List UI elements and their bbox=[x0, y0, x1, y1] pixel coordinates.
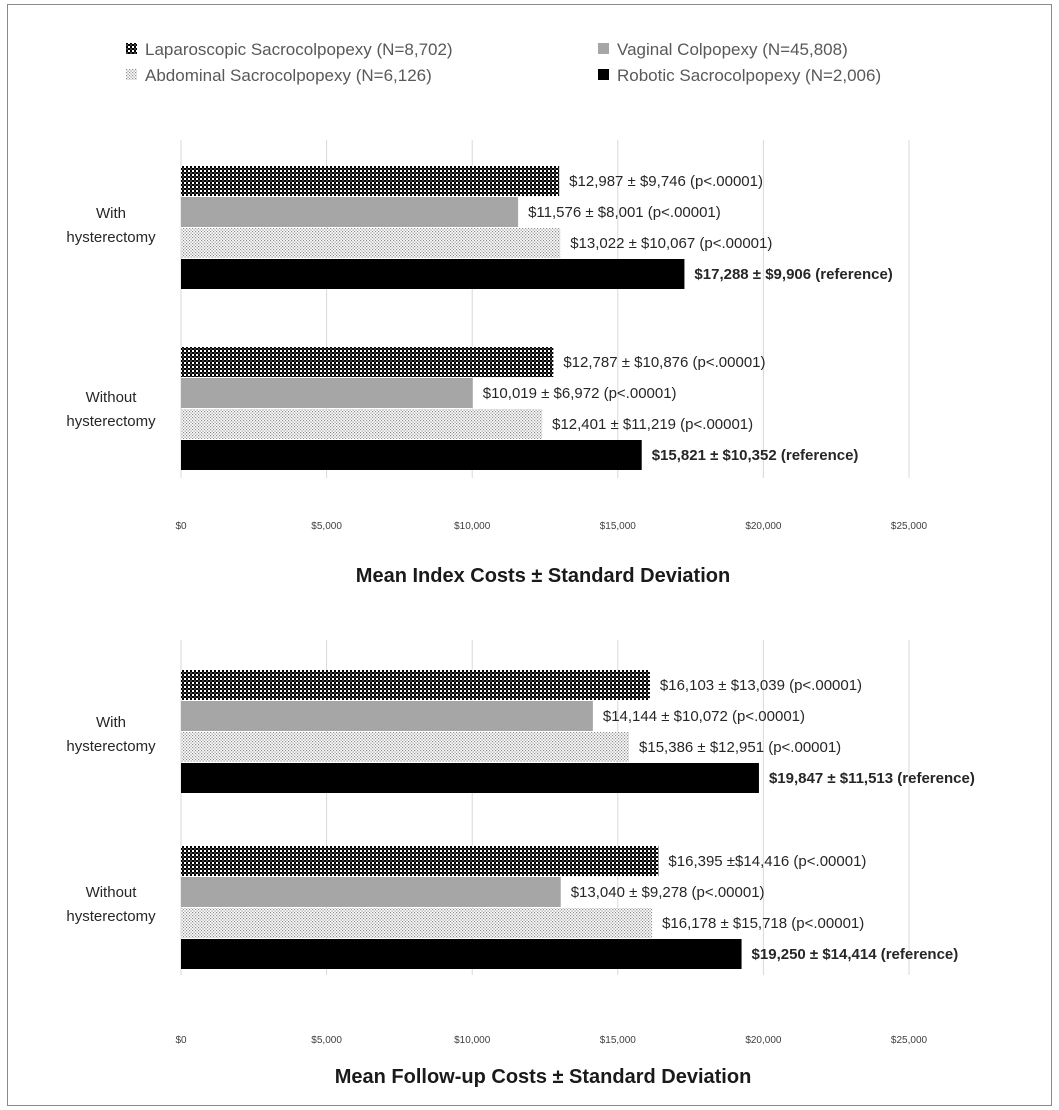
legend: Laparoscopic Sacrocolpopexy (N=8,702) Va… bbox=[126, 40, 881, 85]
index-data-label-vaginal-1: $10,019 ± $6,972 (p<.00001) bbox=[483, 385, 677, 402]
index-tick-label-0: $0 bbox=[175, 521, 187, 532]
index-data-label-laparoscopic-0: $12,987 ± $9,746 (p<.00001) bbox=[569, 173, 763, 190]
index-tick-label-1: $5,000 bbox=[311, 521, 342, 532]
legend-label-abdominal: Abdominal Sacrocolpopexy (N=6,126) bbox=[145, 66, 432, 85]
followup-chart-title: Mean Follow-up Costs ± Standard Deviatio… bbox=[335, 1066, 752, 1088]
followup-data-label-vaginal-1: $13,040 ± $9,278 (p<.00001) bbox=[571, 884, 765, 901]
followup-category-label-1-1: hysterectomy bbox=[66, 908, 156, 925]
legend-item-vaginal: Vaginal Colpopexy (N=45,808) bbox=[598, 40, 848, 59]
followup-data-label-abdominal-0: $15,386 ± $12,951 (p<.00001) bbox=[639, 739, 841, 756]
index-tick-label-3: $15,000 bbox=[600, 521, 637, 532]
followup-data-label-robotic-0: $19,847 ± $11,513 (reference) bbox=[769, 770, 975, 787]
legend-swatch-laparoscopic bbox=[126, 43, 137, 54]
followup-tick-label-0: $0 bbox=[175, 1035, 187, 1046]
legend-swatch-vaginal bbox=[598, 43, 609, 54]
index-category-label-1-1: hysterectomy bbox=[66, 413, 156, 430]
followup-bar-vaginal-0 bbox=[181, 701, 593, 731]
followup-data-label-vaginal-0: $14,144 ± $10,072 (p<.00001) bbox=[603, 708, 805, 725]
legend-label-robotic: Robotic Sacrocolpopexy (N=2,006) bbox=[617, 66, 881, 85]
index-bar-abdominal-0 bbox=[181, 228, 561, 258]
index-category-label-1-0: Without bbox=[86, 389, 138, 406]
index-tick-label-2: $10,000 bbox=[454, 521, 491, 532]
index-data-label-abdominal-0: $13,022 ± $10,067 (p<.00001) bbox=[570, 235, 772, 252]
followup-bar-robotic-1 bbox=[181, 939, 742, 969]
legend-item-abdominal: Abdominal Sacrocolpopexy (N=6,126) bbox=[126, 66, 432, 85]
followup-tick-label-1: $5,000 bbox=[311, 1035, 342, 1046]
followup-tick-label-3: $15,000 bbox=[600, 1035, 637, 1046]
followup-bar-laparoscopic-0 bbox=[181, 670, 650, 700]
index-data-label-abdominal-1: $12,401 ± $11,219 (p<.00001) bbox=[552, 416, 753, 433]
followup-tick-label-5: $25,000 bbox=[891, 1035, 928, 1046]
index-data-label-robotic-0: $17,288 ± $9,906 (reference) bbox=[694, 266, 892, 283]
index-tick-label-4: $20,000 bbox=[745, 521, 782, 532]
followup-tick-label-2: $10,000 bbox=[454, 1035, 491, 1046]
legend-label-vaginal: Vaginal Colpopexy (N=45,808) bbox=[617, 40, 848, 59]
followup-bar-abdominal-0 bbox=[181, 732, 630, 762]
followup-data-label-abdominal-1: $16,178 ± $15,718 (p<.00001) bbox=[662, 915, 864, 932]
index-data-label-laparoscopic-1: $12,787 ± $10,876 (p<.00001) bbox=[563, 354, 765, 371]
index-bar-robotic-0 bbox=[181, 259, 685, 289]
followup-bar-robotic-0 bbox=[181, 763, 759, 793]
index-tick-label-5: $25,000 bbox=[891, 521, 928, 532]
legend-item-robotic: Robotic Sacrocolpopexy (N=2,006) bbox=[598, 66, 881, 85]
index-bar-vaginal-1 bbox=[181, 378, 473, 408]
followup-category-label-0-1: hysterectomy bbox=[66, 738, 156, 755]
index-chart-title: Mean Index Costs ± Standard Deviation bbox=[356, 565, 730, 587]
index-category-label-0-1: hysterectomy bbox=[66, 229, 156, 246]
legend-label-laparoscopic: Laparoscopic Sacrocolpopexy (N=8,702) bbox=[145, 40, 453, 59]
index-costs-chart: $0 $5,000 $10,000 $15,000 $20,000 $25,000 With… bbox=[66, 140, 928, 587]
legend-swatch-robotic bbox=[598, 69, 609, 80]
index-bar-vaginal-0 bbox=[181, 197, 519, 227]
followup-category-label-0-0: With bbox=[96, 714, 126, 731]
index-bar-laparoscopic-1 bbox=[181, 347, 554, 377]
index-data-label-vaginal-0: $11,576 ± $8,001 (p<.00001) bbox=[528, 204, 721, 221]
legend-item-laparoscopic: Laparoscopic Sacrocolpopexy (N=8,702) bbox=[126, 40, 453, 59]
followup-data-label-laparoscopic-1: $16,395 ±$14,416 (p<.00001) bbox=[668, 853, 866, 870]
legend-swatch-abdominal bbox=[126, 69, 137, 80]
followup-bar-laparoscopic-1 bbox=[181, 846, 659, 876]
followup-bar-abdominal-1 bbox=[181, 908, 653, 938]
index-bar-robotic-1 bbox=[181, 440, 642, 470]
index-bar-abdominal-1 bbox=[181, 409, 543, 439]
followup-tick-label-4: $20,000 bbox=[745, 1035, 782, 1046]
followup-data-label-robotic-1: $19,250 ± $14,414 (reference) bbox=[752, 946, 959, 963]
followup-bar-vaginal-1 bbox=[181, 877, 561, 907]
followup-costs-chart: $0 $5,000 $10,000 $15,000 $20,000 $25,000 With… bbox=[66, 640, 975, 1088]
index-category-label-0-0: With bbox=[96, 205, 126, 222]
followup-data-label-laparoscopic-0: $16,103 ± $13,039 (p<.00001) bbox=[660, 677, 862, 694]
followup-category-label-1-0: Without bbox=[86, 884, 138, 901]
index-bar-laparoscopic-0 bbox=[181, 166, 560, 196]
index-data-label-robotic-1: $15,821 ± $10,352 (reference) bbox=[652, 447, 859, 464]
